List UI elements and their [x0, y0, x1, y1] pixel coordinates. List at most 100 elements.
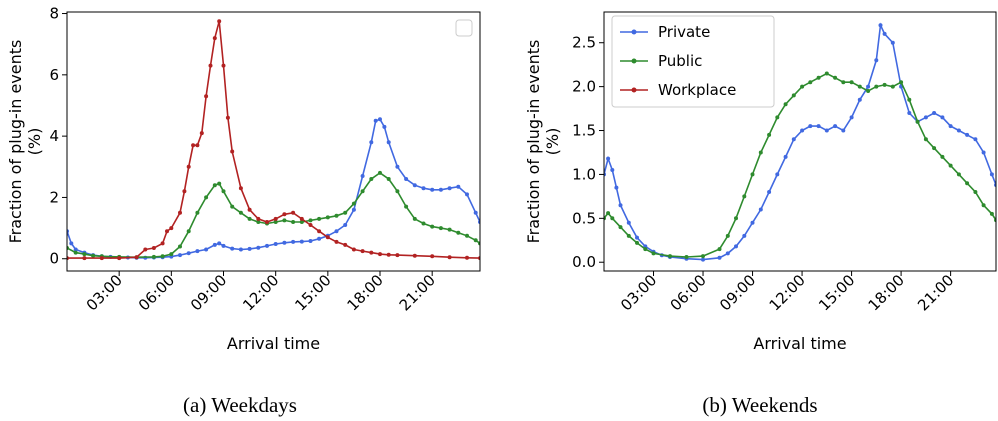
data-point-public	[325, 215, 330, 220]
data-point-public	[282, 218, 287, 223]
data-point-public	[940, 154, 945, 159]
chart-weekends: (b) Weekends 0.0 0.5 1.0 1.5 2.0 2.5 03:00 06:0…	[524, 11, 997, 417]
chart-weekdays: (a) Weekdays 0 2 4 6 8 03:00 06:00 09:00 12:00 15…	[6, 5, 481, 417]
y-tick-label: 2.5	[572, 34, 596, 52]
data-point-public	[273, 220, 278, 224]
data-point-public	[833, 75, 838, 80]
data-point-public	[725, 233, 730, 238]
data-point-private	[456, 184, 461, 189]
data-point-public	[857, 84, 862, 89]
data-point-public	[404, 204, 409, 209]
data-point-private	[618, 203, 623, 208]
data-point-workplace	[369, 250, 374, 255]
data-point-public	[73, 250, 78, 255]
data-point-public	[360, 189, 365, 194]
data-point-public	[618, 225, 623, 230]
data-point-public	[758, 150, 763, 155]
data-point-public	[882, 82, 887, 87]
data-point-private	[866, 84, 871, 89]
data-point-workplace	[178, 210, 182, 215]
data-point-public	[932, 146, 937, 151]
data-point-private	[404, 177, 409, 181]
data-point-public	[204, 195, 209, 200]
data-point-private	[421, 186, 426, 191]
data-point-public	[317, 216, 322, 221]
data-point-public	[965, 181, 970, 186]
data-point-public	[808, 80, 813, 85]
data-point-workplace	[169, 226, 174, 231]
data-point-public	[816, 75, 821, 80]
data-point-private	[907, 111, 912, 115]
y-tick-label: 2	[49, 188, 59, 206]
x-tick-label: 15:00	[815, 271, 858, 314]
data-point-private	[412, 183, 417, 188]
data-point-public	[256, 220, 261, 224]
data-point-workplace	[317, 229, 322, 234]
data-point-public	[430, 224, 435, 229]
data-point-public	[212, 183, 217, 188]
data-point-workplace	[195, 143, 200, 148]
data-point-private	[360, 174, 365, 178]
data-point-private	[610, 168, 615, 172]
data-point-private	[308, 239, 313, 243]
data-point-public	[438, 226, 443, 231]
y-tick-label: 1.0	[572, 165, 596, 183]
y-axis-label: Fraction of plug-in events	[524, 40, 543, 244]
data-point-private	[758, 207, 763, 212]
data-point-public	[421, 221, 426, 226]
data-point-public	[874, 84, 879, 89]
caption-weekdays: (a) Weekdays	[183, 393, 297, 417]
data-point-public	[230, 204, 235, 209]
data-point-private	[808, 124, 813, 129]
data-point-public	[866, 89, 871, 93]
data-point-private	[742, 233, 747, 238]
legend-label-private: Private	[658, 23, 710, 41]
data-point-workplace	[204, 94, 209, 99]
data-point-private	[186, 251, 191, 256]
data-point-workplace	[151, 246, 156, 250]
y-axis-unit-label: (%)	[25, 128, 44, 156]
x-tick-label: 09:00	[187, 271, 230, 314]
data-point-public	[890, 84, 895, 89]
y-axis-unit-label: (%)	[543, 128, 562, 156]
data-point-private	[956, 128, 961, 133]
data-point-public	[973, 190, 978, 194]
data-point-public	[701, 254, 705, 259]
data-point-workplace	[82, 256, 87, 261]
data-point-private	[230, 246, 235, 251]
data-point-workplace	[308, 223, 313, 227]
data-point-private	[256, 245, 261, 250]
data-point-workplace	[191, 143, 196, 148]
data-point-private	[369, 140, 374, 145]
data-point-private	[373, 118, 378, 123]
data-point-public	[775, 115, 780, 120]
data-point-workplace	[143, 247, 148, 252]
legend-marker-public	[631, 58, 637, 64]
data-point-private	[299, 239, 304, 244]
data-point-private	[386, 140, 391, 145]
data-point-public	[238, 210, 243, 215]
x-tick-label: 06:00	[135, 271, 178, 314]
data-point-public	[160, 254, 165, 259]
data-point-private	[473, 210, 478, 215]
data-point-workplace	[208, 63, 213, 68]
data-point-private	[204, 247, 209, 252]
data-point-private	[973, 137, 978, 142]
data-point-private	[614, 185, 619, 190]
x-axis-label: Arrival time	[227, 334, 320, 353]
x-tick-label: 06:00	[667, 271, 710, 314]
data-point-workplace	[256, 216, 261, 221]
data-point-workplace	[447, 255, 452, 260]
data-point-private	[438, 187, 443, 192]
data-point-workplace	[351, 247, 356, 252]
legend-marker-private	[631, 29, 637, 35]
data-point-public	[767, 132, 772, 137]
data-point-workplace	[334, 239, 339, 244]
legend-marker-workplace	[631, 87, 637, 93]
data-point-private	[69, 241, 74, 246]
data-point-private	[940, 115, 945, 120]
data-point-workplace	[134, 255, 139, 260]
data-point-private	[841, 128, 846, 133]
data-point-public	[899, 80, 904, 85]
data-point-public	[717, 247, 722, 252]
